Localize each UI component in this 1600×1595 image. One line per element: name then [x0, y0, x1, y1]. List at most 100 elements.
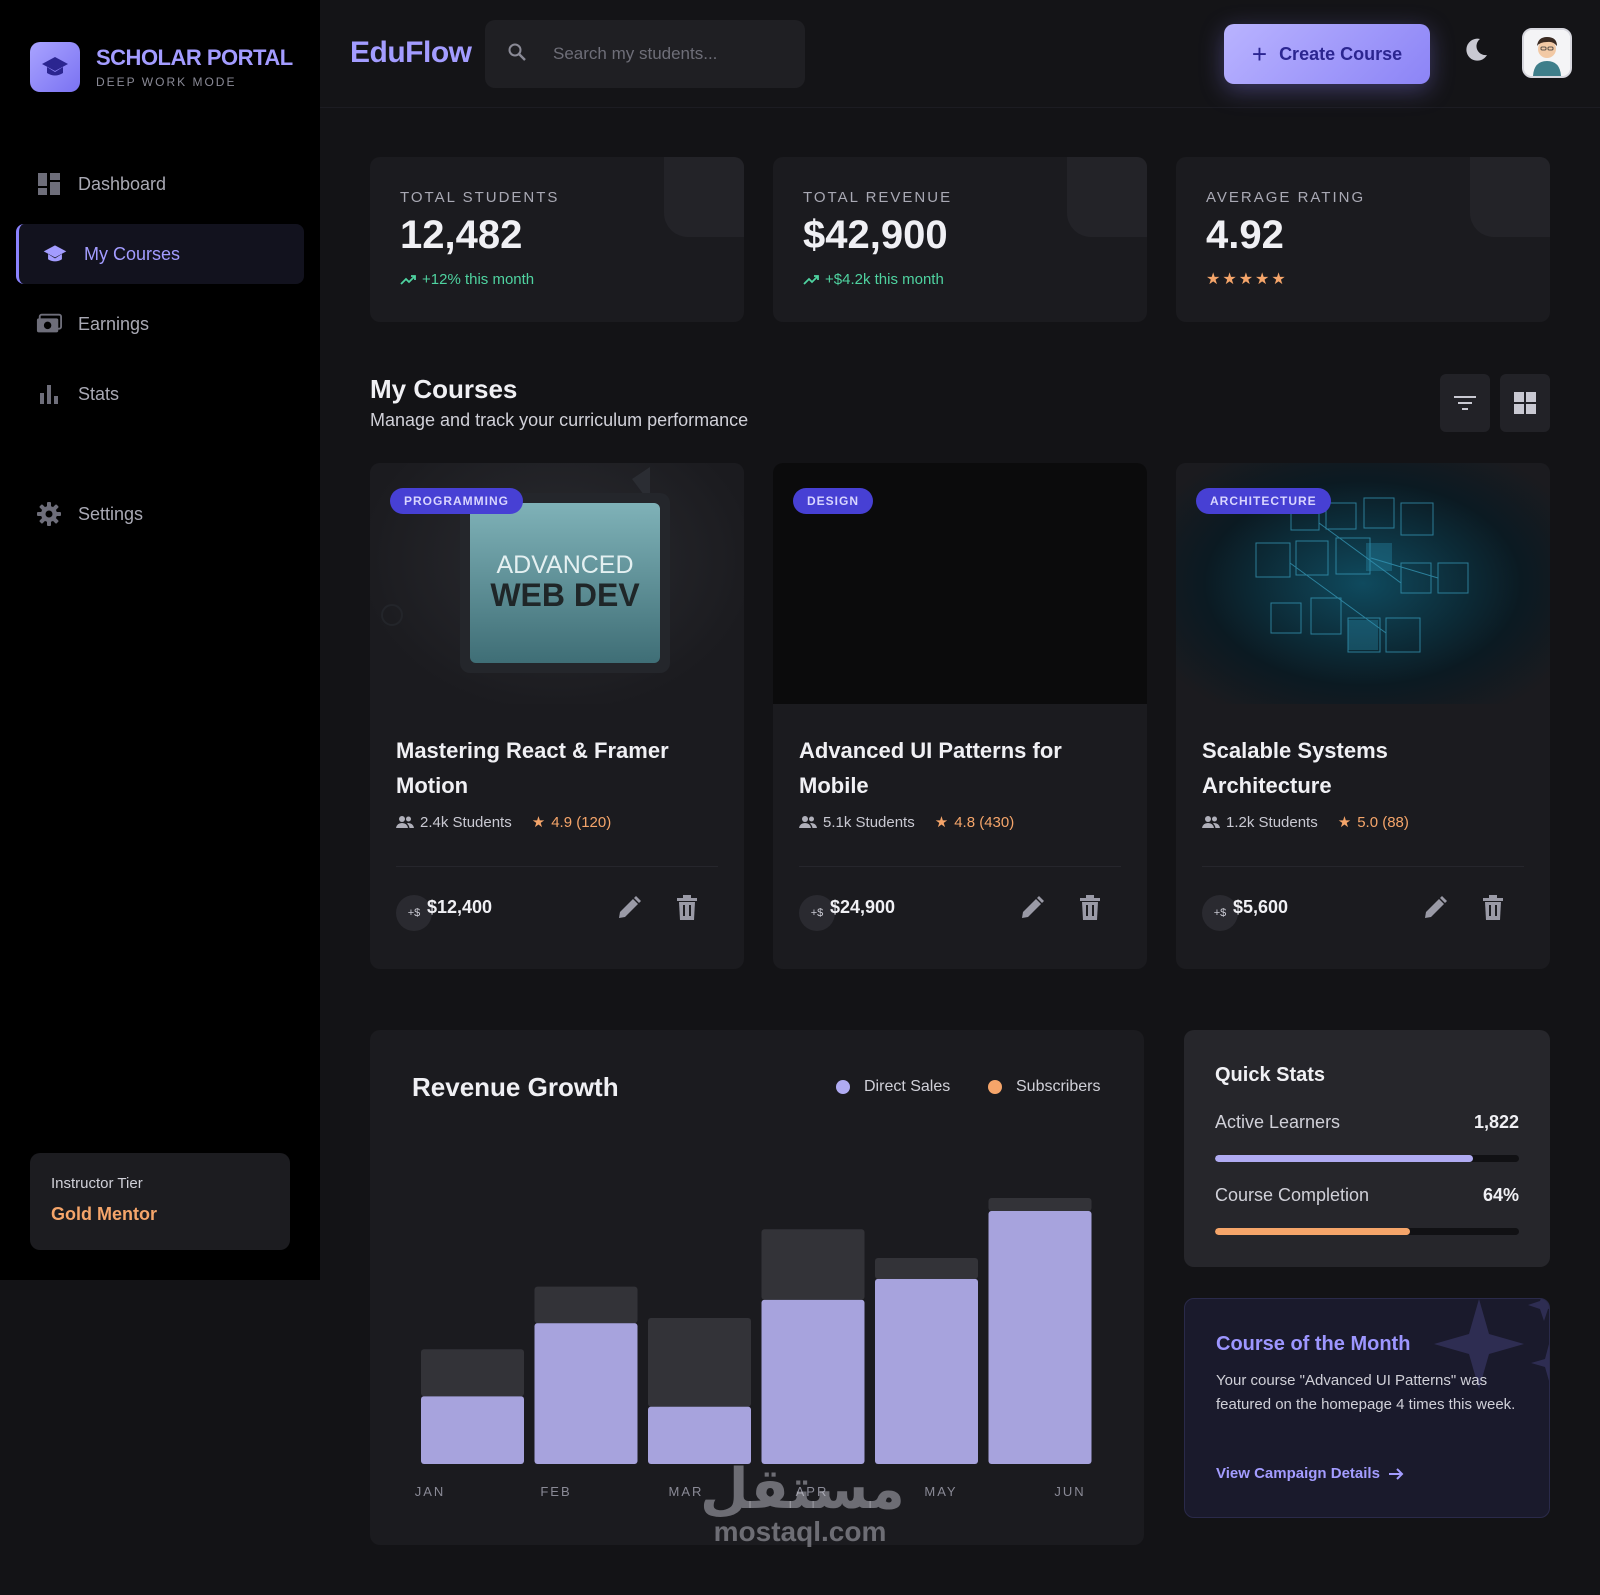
watermark-arabic: مستقل: [700, 1457, 905, 1522]
course-rating: 4.9 (120): [551, 813, 612, 831]
progress-bar: [1215, 1155, 1519, 1162]
legend-subscribers: Subscribers: [988, 1078, 1100, 1096]
course-rating: 5.0 (88): [1357, 813, 1409, 831]
filter-button[interactable]: [1440, 374, 1490, 432]
course-of-the-month-card: Course of the Month Your course "Advance…: [1184, 1298, 1550, 1518]
brand[interactable]: SCHOLAR PORTAL DEEP WORK MODE: [30, 42, 293, 92]
users-icon: [799, 816, 817, 828]
moon-icon[interactable]: [1462, 36, 1490, 64]
create-course-button[interactable]: + Create Course: [1224, 24, 1430, 84]
bar-direct-sales-mar: [648, 1406, 751, 1464]
sidebar-item-label: Stats: [78, 383, 120, 404]
stat-label: TOTAL REVENUE: [803, 189, 953, 206]
legend-dot: [836, 1080, 850, 1094]
money-icon: [36, 311, 62, 337]
thumb-line-1: ADVANCED: [496, 551, 633, 579]
course-title[interactable]: Mastering React & Framer Motion: [396, 738, 669, 798]
search-icon: [507, 42, 527, 67]
progress-bar: [1215, 1228, 1519, 1235]
course-rating: 4.8 (430): [954, 813, 1015, 831]
trash-icon: [1080, 895, 1100, 920]
sidebar-item-stats[interactable]: Stats: [16, 364, 304, 424]
bar-subscribers-mar: [648, 1317, 751, 1407]
brand-subtitle: DEEP WORK MODE: [96, 75, 237, 89]
trend-up-icon: [400, 274, 416, 285]
revenue-chart: JAN FEB MAR APR MAY JUN: [415, 1198, 1092, 1499]
view-campaign-link[interactable]: View Campaign Details: [1216, 1465, 1404, 1482]
stat-trend: +$4.2k this month: [803, 271, 944, 288]
student-count: 5.1k Students: [823, 813, 915, 831]
trend-up-icon: [803, 274, 819, 285]
bar-direct-sales-feb: [534, 1323, 638, 1464]
edit-button[interactable]: [616, 895, 646, 925]
avatar[interactable]: [1522, 28, 1572, 78]
x-tick-label: MAR: [669, 1484, 704, 1499]
stat-card-total-students: TOTAL STUDENTS 12,482 +12% this month: [370, 157, 744, 322]
delete-button[interactable]: [676, 895, 706, 925]
instructor-tier-card: Instructor Tier Gold Mentor: [30, 1153, 290, 1250]
chart-title: Revenue Growth: [412, 1072, 619, 1102]
grid-view-button[interactable]: [1500, 374, 1550, 432]
filter-icon: [1454, 396, 1476, 410]
pencil-icon: [1022, 896, 1044, 918]
sidebar-item-earnings[interactable]: Earnings: [16, 294, 304, 354]
search-bar[interactable]: [485, 20, 805, 88]
stat-value: 12,482: [400, 213, 523, 257]
top-header: EduFlow + Create Course: [320, 0, 1600, 108]
delete-button[interactable]: [1482, 895, 1512, 925]
thumb-line-2: WEB DEV: [490, 577, 640, 613]
progress-fill: [1215, 1155, 1474, 1162]
course-card[interactable]: ADVANCED WEB DEV PROGRAMMING Mastering R…: [370, 463, 744, 969]
trash-icon: [1483, 895, 1503, 920]
stat-card-total-revenue: TOTAL REVENUE $42,900 +$4.2k this month: [773, 157, 1147, 322]
quick-stats-card: Quick Stats Active Learners 1,822 Course…: [1184, 1030, 1550, 1267]
sidebar-item-dashboard[interactable]: Dashboard: [16, 154, 304, 214]
sidebar-item-settings[interactable]: Settings: [16, 484, 304, 544]
edit-button[interactable]: [1019, 895, 1049, 925]
tier-label: Instructor Tier: [51, 1175, 143, 1192]
course-card[interactable]: DESIGN Advanced UI Patterns for Mobile 5…: [773, 463, 1147, 969]
x-tick-label: MAY: [924, 1484, 957, 1499]
x-tick-label: JUN: [1054, 1484, 1085, 1499]
app-title[interactable]: EduFlow: [350, 36, 472, 69]
price-chip: +$: [396, 895, 432, 931]
revenue-growth-card: JAN FEB MAR APR MAY JUN Revenue Growth Direct…: [370, 1030, 1144, 1545]
bar-subscribers-may: [875, 1257, 978, 1279]
pencil-icon: [1425, 896, 1447, 918]
search-input[interactable]: [553, 44, 773, 64]
bar-subscribers-apr: [761, 1229, 865, 1300]
progress-fill: [1215, 1228, 1410, 1235]
gear-icon: [36, 501, 62, 527]
student-count: 2.4k Students: [420, 813, 512, 831]
bar-direct-sales-may: [875, 1278, 978, 1464]
arrow-right-icon: [1388, 1467, 1404, 1480]
sidebar: SCHOLAR PORTAL DEEP WORK MODE Dashboard …: [0, 0, 320, 1280]
stat-row-active-learners: Active Learners 1,822: [1215, 1112, 1519, 1132]
legend-dot: [988, 1080, 1002, 1094]
stat-label: TOTAL STUDENTS: [400, 189, 560, 206]
stat-card-average-rating: AVERAGE RATING 4.92 ★★★★★: [1176, 157, 1550, 322]
sidebar-item-label: My Courses: [84, 243, 181, 264]
x-tick-label: FEB: [540, 1484, 571, 1499]
x-tick-label: APR: [796, 1484, 829, 1499]
course-meta: 2.4k Students ★ 4.9 (120): [396, 813, 611, 831]
watermark-logo: مستقل mostaql.com: [700, 1457, 905, 1548]
bar-subscribers-feb: [534, 1286, 638, 1324]
star-icon: ★: [531, 814, 546, 831]
sparkle-icon: [1434, 1299, 1549, 1389]
edit-button[interactable]: [1422, 895, 1452, 925]
price-chip: +$: [1202, 895, 1238, 931]
trash-icon: [677, 895, 697, 920]
grid-icon: [1514, 392, 1536, 414]
delete-button[interactable]: [1079, 895, 1109, 925]
sidebar-item-my-courses[interactable]: My Courses: [16, 224, 304, 284]
dashboard-icon: [36, 171, 62, 197]
plus-icon: +: [1251, 38, 1268, 69]
course-title[interactable]: Scalable Systems Architecture: [1202, 738, 1388, 798]
stat-label: AVERAGE RATING: [1206, 189, 1366, 206]
course-title[interactable]: Advanced UI Patterns for Mobile: [799, 738, 1062, 798]
student-count: 1.2k Students: [1226, 813, 1318, 831]
course-card[interactable]: ARCHITECTURE Scalable Systems Architectu…: [1176, 463, 1550, 969]
create-course-label: Create Course: [1279, 43, 1403, 64]
users-icon: [1202, 816, 1220, 828]
